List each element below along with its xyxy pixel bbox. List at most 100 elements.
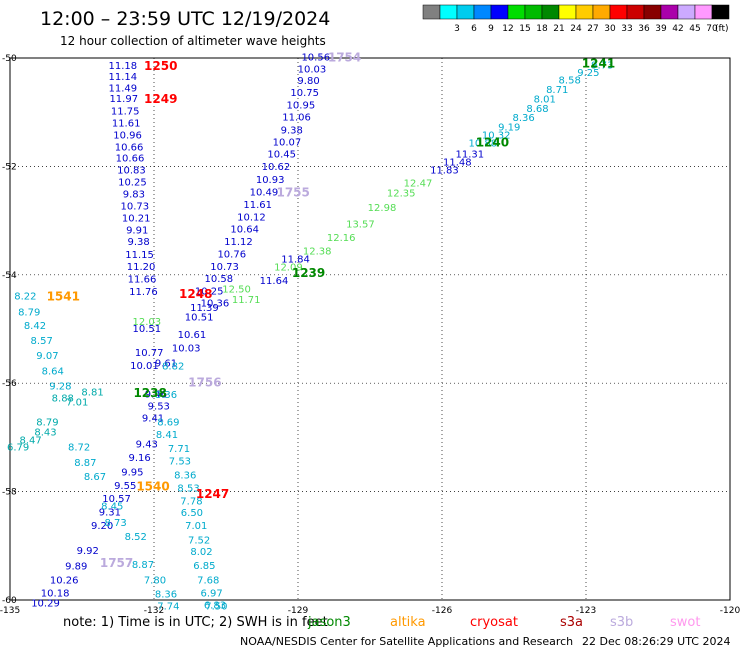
colorbar-label: 33 <box>621 24 632 34</box>
colorbar-label: 36 <box>638 24 650 34</box>
satellite-altika: altika <box>390 615 426 630</box>
colorbar-swatch <box>677 4 696 20</box>
x-tick-label: -135 <box>0 606 20 616</box>
colorbar-label: 3 <box>454 24 460 34</box>
swh-value: 10.25 <box>195 287 224 298</box>
swh-value: 6.83 <box>204 600 226 611</box>
pass-time-label: 1238 <box>133 386 166 400</box>
x-tick-label: -123 <box>576 606 596 616</box>
satellite-jason3: jason3 <box>307 615 351 630</box>
swh-value: 9.92 <box>77 546 99 557</box>
track-1239-1241: 9.739.258.588.718.018.688.369.1910.3210.… <box>468 61 613 150</box>
swh-value: 11.75 <box>111 107 140 118</box>
swh-value: 11.48 <box>443 158 472 169</box>
swh-value: 9.38 <box>128 237 150 248</box>
colorbar-label: 27 <box>587 24 598 34</box>
colorbar-swatch <box>592 4 611 20</box>
colorbar-swatch <box>711 4 730 20</box>
swh-value: 6.97 <box>200 588 222 599</box>
swh-value: 11.84 <box>281 255 310 266</box>
pass-time-label: 1250 <box>144 59 177 73</box>
swh-value: 10.75 <box>290 88 319 99</box>
y-tick-label: -56 <box>2 379 17 389</box>
swh-value: 6.79 <box>7 443 29 454</box>
swh-value: 11.18 <box>108 61 137 72</box>
swh-value: 8.57 <box>31 336 53 347</box>
pass-time-label: 1247 <box>196 487 229 501</box>
swh-value: 11.97 <box>109 94 138 105</box>
swh-value: 8.01 <box>534 95 556 106</box>
swh-value: 11.76 <box>129 287 158 298</box>
swh-value: 11.49 <box>108 83 137 94</box>
swh-value: 9.41 <box>142 413 164 424</box>
swh-value: 12.98 <box>368 203 397 214</box>
swh-value: 8.41 <box>156 430 178 441</box>
swh-value: 11.83 <box>430 166 459 177</box>
swh-value: 8.67 <box>84 472 106 483</box>
colorbar-swatch <box>626 4 645 20</box>
swh-value: 10.12 <box>237 212 266 223</box>
swh-value: 10.36 <box>201 298 230 309</box>
swh-value: 7.50 <box>205 601 227 612</box>
colorbar-label: 9 <box>488 24 494 34</box>
swh-value: 11.31 <box>456 149 485 160</box>
plot-frame <box>9 57 731 601</box>
swh-value: 7.68 <box>197 575 219 586</box>
swh-value: 8.36 <box>174 470 196 481</box>
x-tick-label: -126 <box>432 606 453 616</box>
swh-value: 8.87 <box>74 458 96 469</box>
swh-value: 7.01 <box>185 521 207 532</box>
x-axis: -135 -132 -129 -126 -123 -120 <box>0 606 740 616</box>
swh-value: 8.68 <box>526 104 548 115</box>
swh-value: 10.32 <box>482 130 511 141</box>
swh-value: 11.66 <box>128 275 157 286</box>
swh-value: 9.16 <box>128 453 150 464</box>
swh-value: 8.79 <box>18 308 40 319</box>
swh-value: 10.25 <box>118 178 147 189</box>
swh-value: 7.53 <box>169 457 191 468</box>
swh-value: 7.52 <box>188 535 210 546</box>
satellite-cryosat: cryosat <box>470 615 518 630</box>
swh-value: 10.83 <box>117 166 146 177</box>
swh-value: 9.95 <box>121 468 143 479</box>
pass-time-label: 1541 <box>47 289 80 303</box>
colorbar-label: 45 <box>689 24 700 34</box>
swh-value: 8.81 <box>81 387 103 398</box>
colorbar-swatch <box>507 4 526 20</box>
colorbar-swatch <box>490 4 509 20</box>
swh-value: 12.09 <box>274 263 303 274</box>
colorbar-swatch <box>575 4 594 20</box>
swh-value: 8.36 <box>155 390 177 401</box>
swh-value: 10.18 <box>41 588 70 599</box>
track-1238-west: 8.88 8.817.01 8.79 8.478.43 6.79 <box>7 387 104 453</box>
satellite-legend: jason3 altika cryosat s3a s3b swot <box>307 615 700 630</box>
swh-value: 10.56 <box>301 52 330 63</box>
swh-value: 10.73 <box>120 201 149 212</box>
swh-value: 8.69 <box>157 418 179 429</box>
swh-value: 8.36 <box>155 589 177 600</box>
swh-value: 11.39 <box>190 303 219 314</box>
swh-value: 9.28 <box>49 381 71 392</box>
colorbar-label: 18 <box>536 24 548 34</box>
colorbar-swatch <box>694 4 713 20</box>
swh-value: 8.52 <box>125 532 147 543</box>
track-1541-1757: 8.22 8.79 8.42 8.57 9.07 8.64 9.28 8.72 8.87 8.67… <box>14 291 179 612</box>
swh-value: 9.20 <box>91 521 113 532</box>
colorbar-label: 42 <box>672 24 683 34</box>
swh-value: 8.71 <box>546 85 568 96</box>
swh-value: 10.95 <box>287 101 316 112</box>
pass-time-label: 1248 <box>179 287 212 301</box>
colorbar-label: 21 <box>553 24 564 34</box>
swh-value: 10.96 <box>113 130 142 141</box>
swh-value: 8.73 <box>104 518 126 529</box>
swh-value: 7.80 <box>144 575 166 586</box>
colorbar-label: 15 <box>519 24 530 34</box>
swh-value: 10.73 <box>210 262 239 273</box>
swh-value: 11.15 <box>125 250 154 261</box>
pass-time-label: 1240 <box>476 135 509 149</box>
colorbar: 3 6 9 12 15 18 21 24 27 30 33 36 39 42 45 70 <box>422 4 730 34</box>
swh-value: 10.64 <box>230 225 259 236</box>
colorbar-swatch <box>473 4 492 20</box>
